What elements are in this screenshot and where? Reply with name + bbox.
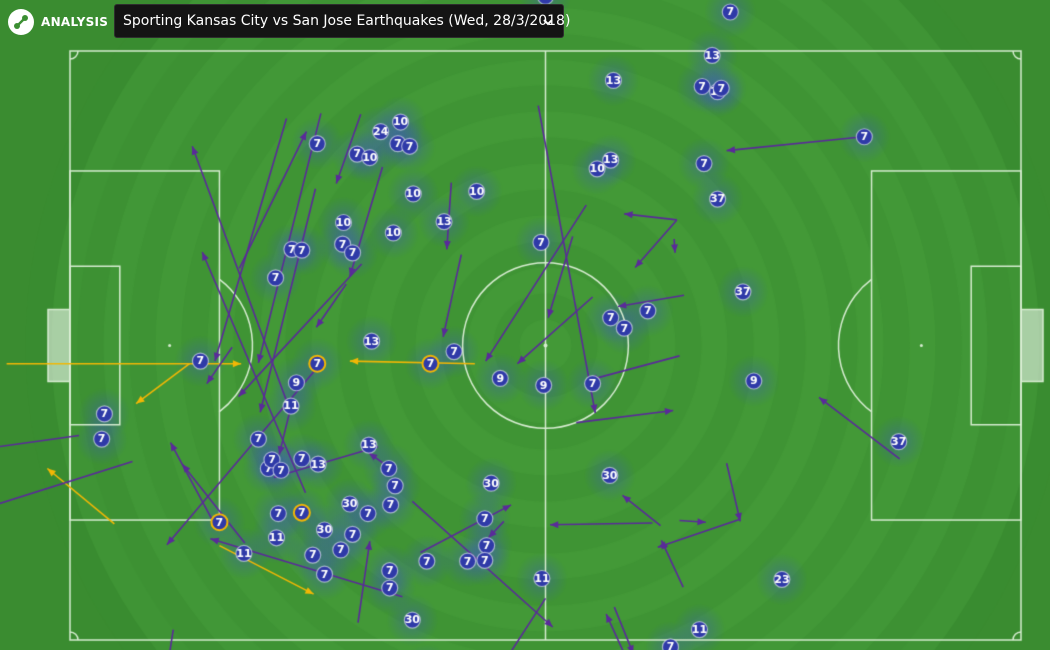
analysis-label: ANALYSIS	[41, 15, 109, 29]
match-select[interactable]: Sporting Kansas City vs San Jose Earthqu…	[114, 4, 570, 38]
chevron-down-icon	[543, 19, 553, 26]
analysis-brand[interactable]: ANALYSIS	[8, 8, 108, 36]
top-bar: ANALYSIS Sporting Kansas City vs San Jos…	[0, 0, 1050, 44]
analysis-logo-icon	[8, 9, 34, 35]
match-select-value: Sporting Kansas City vs San Jose Earthqu…	[123, 13, 571, 29]
